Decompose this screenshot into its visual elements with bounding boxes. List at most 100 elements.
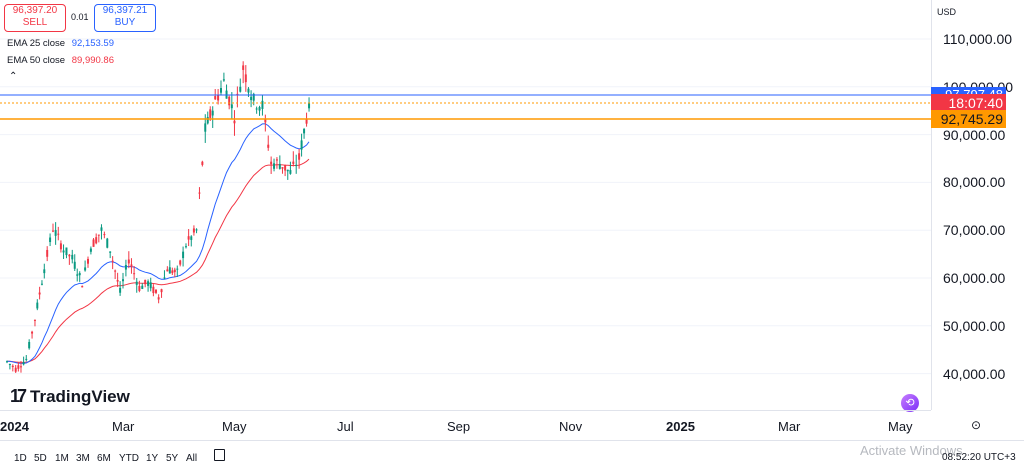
candle-body xyxy=(147,281,150,286)
candle-body xyxy=(11,365,14,368)
candle-body xyxy=(244,74,247,83)
currency-label: USD xyxy=(937,7,957,17)
sell-button[interactable]: 96,397.20 SELL xyxy=(4,4,66,32)
candle-body xyxy=(133,273,136,275)
spread-value: 0.01 xyxy=(71,12,89,22)
candle-body xyxy=(258,107,261,111)
tradingview-mark-icon: 17 xyxy=(10,386,27,406)
candle-body xyxy=(298,153,301,160)
candle-body xyxy=(267,144,270,148)
price-chart[interactable] xyxy=(0,0,931,410)
candle-body xyxy=(211,110,214,116)
range-5y[interactable]: 5Y xyxy=(166,453,179,464)
candle-body xyxy=(275,159,278,161)
time-label-nov: Nov xyxy=(559,419,583,434)
range-1m[interactable]: 1M xyxy=(55,453,69,464)
candle-body xyxy=(295,164,298,167)
chart-pane[interactable]: 96,397.20 SELL 0.01 96,397.21 BUY EMA 25… xyxy=(0,0,931,412)
price-scale[interactable]: USD 110,000.00100,000.0090,000.0080,000.… xyxy=(931,0,1024,410)
candle-body xyxy=(195,229,198,231)
replay-icon[interactable]: ⟲ xyxy=(901,394,919,412)
candle-body xyxy=(36,302,39,309)
legend-ema50[interactable]: EMA 50 close 89,990.86 xyxy=(7,55,114,66)
candle-body xyxy=(289,170,292,174)
range-all[interactable]: All xyxy=(186,453,198,464)
ema25-layer xyxy=(6,123,310,364)
time-label-jul: Jul xyxy=(337,419,354,434)
time-scale[interactable]: 2024 Mar May Jul Sep Nov 2025 Mar May xyxy=(0,410,931,441)
candle-body xyxy=(116,279,119,282)
collapse-legend-icon[interactable]: ⌃ xyxy=(9,71,18,82)
range-5d[interactable]: 5D xyxy=(34,453,47,464)
candle-body xyxy=(59,243,62,250)
candle-body xyxy=(127,259,130,264)
range-1y[interactable]: 1Y xyxy=(146,453,159,464)
buy-button[interactable]: 96,397.21 BUY xyxy=(94,4,156,32)
candle-body xyxy=(14,367,17,372)
candle-body xyxy=(100,227,103,231)
time-label-mar: Mar xyxy=(112,419,135,434)
candle-body xyxy=(157,297,160,300)
candle-body xyxy=(111,260,114,262)
candle-body xyxy=(264,119,267,123)
candle-body xyxy=(62,250,65,253)
candle-body xyxy=(204,123,207,132)
ema25-line xyxy=(6,123,310,364)
sell-price: 96,397.20 xyxy=(12,5,58,16)
candle-body xyxy=(92,239,95,247)
candle-body xyxy=(242,65,245,70)
candle-body xyxy=(122,279,125,282)
candle-body xyxy=(286,169,289,172)
candle-body xyxy=(250,96,253,101)
candle-body xyxy=(239,86,242,92)
price-lines-layer xyxy=(0,94,931,120)
range-1d[interactable]: 1D xyxy=(14,453,27,464)
candle-body xyxy=(89,248,92,252)
candle-body xyxy=(46,249,49,257)
settings-icon[interactable]: ⊙ xyxy=(970,418,982,432)
candle-body xyxy=(8,363,11,365)
calendar-icon[interactable] xyxy=(214,449,225,461)
tradingview-logo[interactable]: 17 TradingView xyxy=(10,386,130,407)
price-tick: 50,000.00 xyxy=(943,317,1006,334)
candle-body xyxy=(141,285,144,289)
candle-body xyxy=(138,286,141,291)
candle-body xyxy=(308,103,311,109)
line-price-tag: 92,745.29 xyxy=(931,110,1006,128)
price-tick: 80,000.00 xyxy=(943,174,1006,191)
legend-ema25[interactable]: EMA 25 close 92,153.59 xyxy=(7,38,114,49)
candle-body xyxy=(273,163,276,169)
candle-body xyxy=(33,319,36,321)
candle-body xyxy=(149,282,152,289)
ema25-label: EMA 25 close xyxy=(7,38,66,49)
ema25-value: 92,153.59 xyxy=(71,38,114,49)
candle-body xyxy=(78,273,81,276)
candle-body xyxy=(201,161,204,165)
candle-body xyxy=(135,281,138,285)
candle-body xyxy=(166,269,169,272)
range-6m[interactable]: 6M xyxy=(97,453,111,464)
candles-layer xyxy=(6,61,311,374)
candle-body xyxy=(214,96,217,100)
candle-body xyxy=(155,289,158,293)
range-ytd[interactable]: YTD xyxy=(119,453,139,464)
candle-body xyxy=(281,167,284,169)
candle-body xyxy=(192,228,195,233)
ema50-line xyxy=(6,158,310,363)
range-3m[interactable]: 3M xyxy=(76,453,90,464)
candle-body xyxy=(43,269,46,274)
utc-clock[interactable]: 08:52:20 UTC+3 xyxy=(942,452,1016,463)
sell-label: SELL xyxy=(22,17,48,28)
chart-grid xyxy=(0,38,931,375)
candle-body xyxy=(124,264,127,270)
candle-body xyxy=(130,264,133,268)
candle-body xyxy=(209,109,212,118)
time-label-mar-2025: Mar xyxy=(778,419,801,434)
candle-body xyxy=(173,269,176,273)
candle-body xyxy=(57,233,60,235)
candle-body xyxy=(68,254,71,257)
candle-body xyxy=(261,100,264,109)
buy-price: 96,397.21 xyxy=(102,5,148,16)
candle-body xyxy=(40,283,43,285)
ema50-value: 89,990.86 xyxy=(71,55,114,66)
